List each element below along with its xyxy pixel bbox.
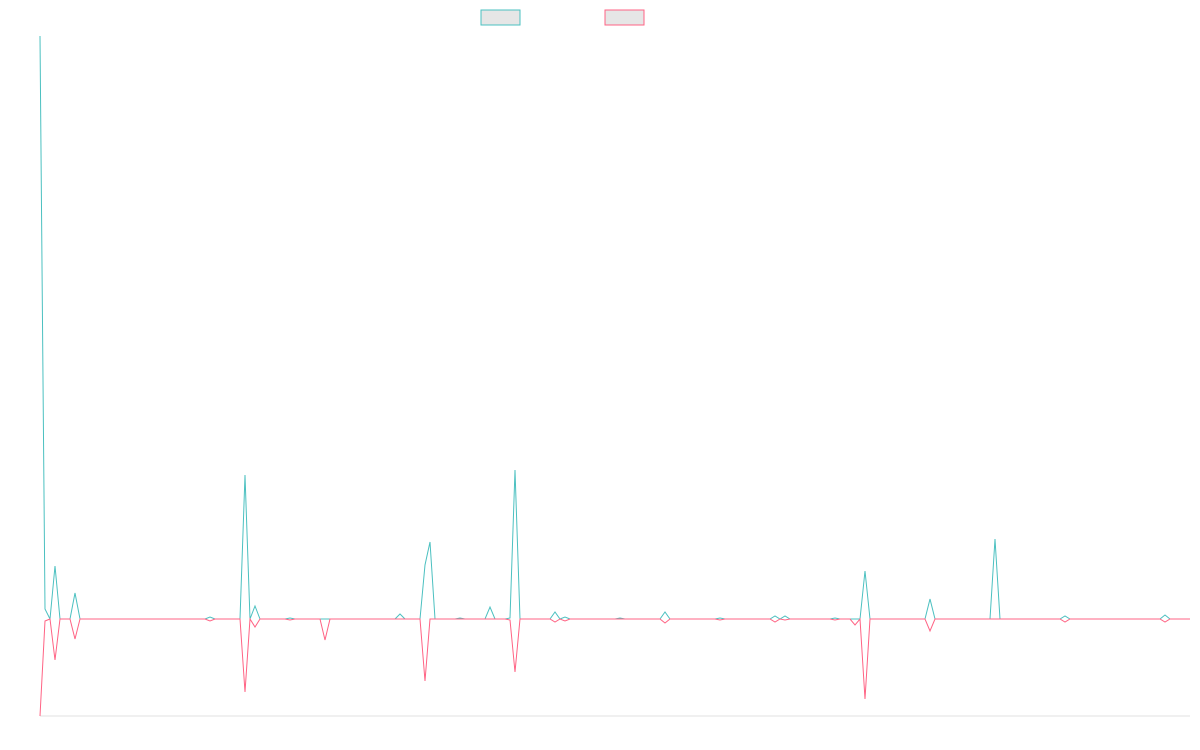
series-line (39, 617, 1190, 717)
legend-swatch (480, 9, 521, 26)
series-line (39, 35, 1190, 621)
legend-swatch (604, 9, 645, 26)
